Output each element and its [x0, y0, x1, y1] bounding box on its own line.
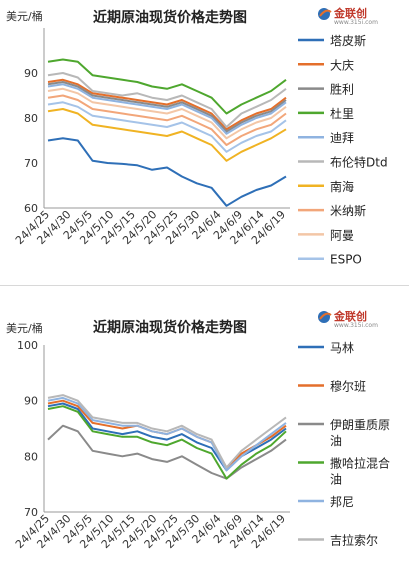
y-unit-label: 美元/桶	[6, 321, 43, 335]
legend-label: 阿曼	[330, 228, 354, 242]
legend-label: ESPO	[330, 253, 362, 267]
legend-label: 迪拜	[330, 131, 354, 145]
logo-name: 金联创	[333, 6, 367, 20]
logo-url: www.315i.com	[334, 19, 378, 26]
y-tick-label: 60	[24, 202, 38, 215]
chart-panel-2: 近期原油现货价格走势图 美元/桶 金联创 www.315i.com 70 80 90 100 2…	[0, 287, 409, 581]
legend-label: 大庆	[330, 58, 354, 72]
series-line-5	[47, 83, 287, 135]
series-line-10	[47, 101, 287, 153]
logo-name: 金联创	[333, 309, 367, 323]
legend-label: 南海	[330, 179, 354, 194]
chart-panel-1: 近期原油现货价格走势图 美元/桶 金联创 www.315i.com 60 70 80 90 24…	[0, 0, 409, 286]
legend-label: 吉拉索尔	[330, 533, 378, 548]
series-line-1	[47, 137, 287, 207]
legend-label: 撒哈拉混合油	[330, 456, 390, 487]
legend-label: 布伦特Dtd	[330, 155, 388, 170]
series-line-2	[47, 78, 287, 131]
series-line-6	[47, 72, 287, 128]
series-line-4	[47, 58, 287, 115]
legend-label: 杜里	[330, 106, 354, 121]
series-line-9	[47, 87, 287, 140]
logo-swoosh-icon	[319, 312, 332, 320]
legend-label: 胜利	[330, 82, 354, 97]
series-line-5	[47, 396, 287, 472]
series-line-3	[47, 81, 287, 133]
series-line-7	[47, 108, 287, 162]
y-tick-label: 70	[24, 157, 38, 170]
chart-title: 近期原油现货价格走势图	[93, 319, 247, 336]
series-line-8	[47, 94, 287, 146]
legend-label: 米纳斯	[330, 204, 366, 218]
legend-label: 塔皮斯	[330, 34, 366, 48]
y-tick-label: 90	[24, 395, 38, 408]
series-line-3	[47, 424, 287, 480]
y-tick-label: 80	[24, 112, 38, 125]
legend-label: 邦尼	[330, 495, 354, 509]
legend-label: 伊朗重质原油	[330, 418, 390, 448]
series-line-4	[47, 405, 287, 480]
chart-title: 近期原油现货价格走势图	[93, 9, 247, 26]
y-tick-label: 100	[17, 339, 38, 352]
chart-2-svg: 近期原油现货价格走势图美元/桶金联创www.315i.com7080901002…	[6, 309, 390, 551]
y-tick-label: 90	[24, 67, 38, 80]
legend-label: 马林	[330, 341, 354, 355]
y-tick-label: 70	[24, 506, 38, 519]
legend-label: 穆尔班	[330, 379, 366, 394]
logo-url: www.315i.com	[334, 322, 378, 329]
series-line-6	[47, 394, 287, 469]
y-tick-label: 80	[24, 450, 38, 463]
y-unit-label: 美元/桶	[6, 9, 43, 23]
logo-swoosh-icon	[319, 9, 332, 17]
